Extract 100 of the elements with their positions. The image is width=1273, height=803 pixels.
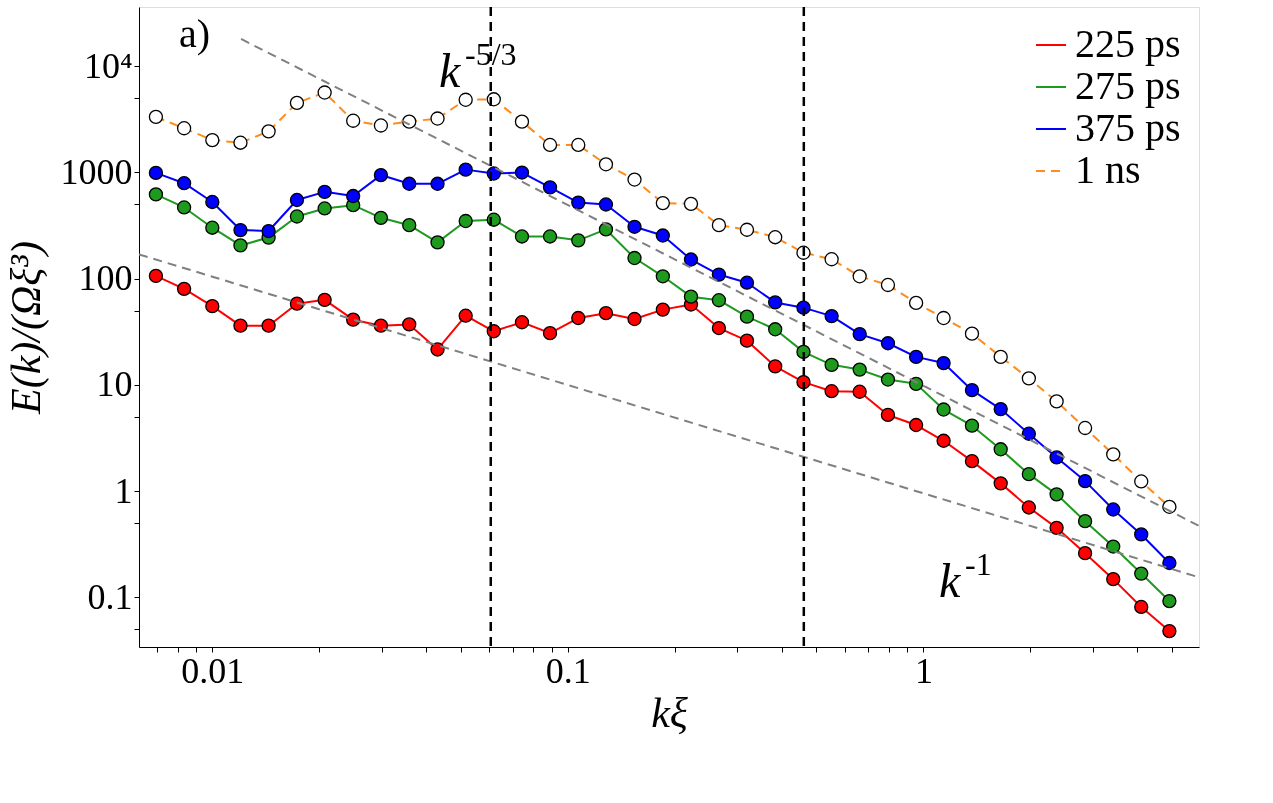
point — [908, 376, 924, 392]
point — [655, 302, 670, 317]
point — [176, 200, 192, 215]
y-tick-label: 0.1 — [87, 576, 133, 617]
point — [852, 384, 867, 399]
point — [711, 267, 727, 282]
point — [739, 333, 755, 348]
point — [542, 326, 558, 341]
point — [598, 306, 614, 321]
point — [176, 281, 192, 296]
point — [1162, 623, 1177, 639]
point — [683, 289, 699, 304]
point — [458, 308, 473, 323]
point — [571, 310, 586, 326]
point — [430, 235, 445, 250]
point — [1106, 571, 1121, 587]
point — [1021, 426, 1037, 441]
point — [1134, 527, 1149, 542]
point — [176, 176, 192, 191]
point — [711, 320, 727, 336]
point — [402, 317, 417, 332]
point — [768, 359, 783, 374]
point — [317, 201, 332, 216]
point — [1049, 487, 1064, 502]
x-axis-title: kξ — [651, 689, 688, 736]
point — [486, 324, 501, 339]
point — [711, 293, 727, 308]
point — [598, 222, 614, 237]
point — [739, 309, 755, 324]
point — [148, 165, 164, 181]
point — [205, 194, 220, 210]
point — [233, 318, 248, 333]
point — [402, 218, 417, 233]
point — [514, 165, 530, 180]
point — [373, 167, 389, 183]
point — [1106, 502, 1121, 517]
point — [655, 228, 670, 243]
point — [233, 238, 248, 253]
y-tick-label: 10⁴ — [83, 45, 133, 86]
point — [852, 326, 867, 342]
point — [148, 268, 164, 284]
point — [852, 362, 867, 377]
point — [542, 180, 558, 195]
point — [824, 357, 839, 373]
point — [571, 233, 586, 248]
point — [1162, 593, 1177, 609]
x-tick-label: 1 — [914, 650, 933, 691]
point — [571, 195, 586, 210]
point — [205, 220, 220, 235]
x-tick-label: 0.01 — [181, 650, 245, 691]
point — [1134, 599, 1149, 615]
point — [1021, 467, 1037, 482]
point — [458, 162, 473, 177]
point — [289, 192, 305, 208]
point — [655, 269, 670, 284]
point — [261, 318, 276, 333]
point — [1021, 500, 1037, 515]
point — [1162, 555, 1177, 571]
point — [1049, 520, 1064, 535]
point — [993, 442, 1008, 457]
point — [964, 453, 980, 469]
point — [289, 209, 305, 224]
point — [598, 197, 614, 212]
point — [936, 402, 951, 417]
point — [261, 223, 276, 239]
point — [880, 407, 896, 423]
point — [908, 349, 924, 365]
point — [627, 219, 642, 234]
point — [824, 308, 839, 324]
point — [514, 315, 530, 330]
point — [683, 252, 699, 267]
point — [233, 222, 248, 238]
point — [1077, 473, 1093, 489]
point — [1077, 514, 1093, 529]
legend-label: 1 ns — [1075, 147, 1141, 192]
point — [768, 295, 783, 310]
point — [514, 229, 530, 244]
point — [346, 188, 361, 204]
point — [908, 417, 924, 433]
point — [402, 176, 417, 191]
point — [880, 372, 896, 387]
point — [936, 433, 951, 448]
point — [458, 213, 473, 229]
point — [964, 418, 980, 433]
point — [880, 336, 896, 351]
point — [627, 250, 642, 266]
point — [768, 322, 783, 337]
point — [430, 176, 445, 191]
y-tick-label: 100 — [78, 258, 133, 299]
point — [993, 401, 1008, 417]
point — [1077, 545, 1093, 561]
point — [993, 476, 1008, 491]
point — [1106, 539, 1121, 554]
point — [205, 298, 220, 314]
y-tick-label: 1000 — [60, 151, 133, 192]
y-axis-title: E(k)/(Ωξ³) — [2, 241, 50, 415]
point — [936, 355, 951, 371]
point — [317, 292, 332, 308]
y-tick-label: 10 — [96, 364, 133, 405]
annotation: a) — [179, 11, 211, 56]
